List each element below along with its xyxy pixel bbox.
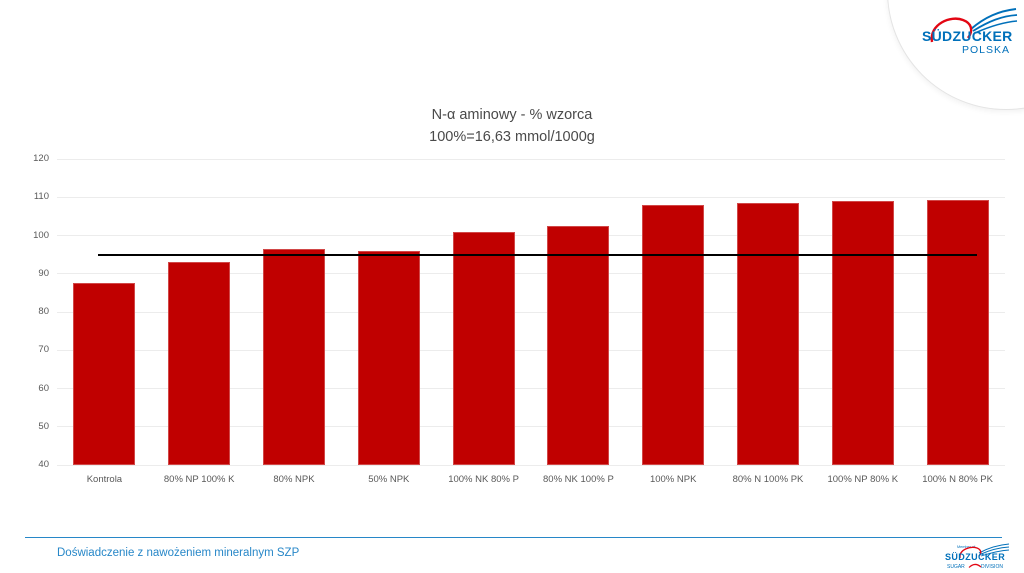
sudzucker-sugar-division-logo: Member of SÜDZUCKER SUGAR DIVISION — [945, 543, 1010, 570]
chart-subtitle: 100%=16,63 mmol/1000g — [429, 129, 595, 145]
chart-title-block: N-α aminowy - % wzorca 100%=16,63 mmol/1… — [0, 104, 1024, 148]
y-tick-label: 70 — [38, 344, 49, 356]
x-category-label: 100% NPK — [649, 474, 697, 485]
y-tick-label: 120 — [33, 153, 49, 164]
swoosh-icon — [970, 8, 1018, 34]
bar — [263, 248, 325, 465]
bar — [547, 225, 610, 465]
bar — [831, 201, 894, 465]
y-tick-label: 50 — [38, 420, 49, 432]
logo-member-text: Member of — [957, 545, 976, 549]
red-arc-icon — [959, 546, 982, 559]
y-tick-label: 40 — [38, 459, 49, 470]
bar — [737, 202, 799, 465]
logo-brand-text: SÜDZUCKER — [922, 28, 1013, 44]
chart-title: N-α aminowy - % wzorca — [431, 107, 593, 123]
gridline — [57, 158, 1005, 160]
gridline — [57, 196, 1005, 198]
logo-division-right-text: DIVISION — [981, 564, 1003, 570]
x-category-label: 100% NK 80% P — [448, 474, 519, 485]
y-tick-label: 60 — [38, 382, 49, 394]
logo-division-left-text: SUGAR — [947, 564, 965, 570]
gridline — [57, 349, 1005, 351]
footer-divider — [25, 537, 1002, 538]
footer-text: Doświadczenie z nawożeniem mineralnym SZ… — [57, 547, 300, 559]
x-category-label: 80% NP 100% K — [163, 474, 235, 485]
red-arc-icon — [930, 17, 973, 43]
y-tick-label: 80 — [38, 306, 49, 317]
bar — [452, 231, 515, 465]
x-category-label: 80% N 100% PK — [732, 474, 804, 485]
x-category-label: 50% NPK — [368, 474, 410, 485]
y-tick-label: 110 — [33, 191, 49, 203]
gridline — [57, 273, 1005, 275]
bar — [642, 204, 705, 465]
gridline — [57, 426, 1005, 428]
bar — [73, 283, 136, 465]
gridline — [57, 464, 1005, 466]
gridline — [57, 235, 1005, 236]
x-category-label: 80% NPK — [273, 474, 315, 485]
logo-brand-text: SÜDZUCKER — [945, 552, 1005, 562]
gridline — [57, 388, 1005, 389]
y-tick-label: 100 — [33, 229, 49, 241]
red-arc-bottom-icon — [968, 563, 982, 568]
plot-area: 40 50 60 70 80 90 100 110 120 Kontrola 80% NP 100%… — [33, 153, 1005, 485]
sudzucker-polska-logo: SÜDZUCKER POLSKA — [922, 8, 1018, 56]
reference-line — [98, 253, 977, 256]
x-category-label: Kontrola — [86, 474, 123, 485]
gridline — [57, 311, 1005, 313]
y-tick-label: 90 — [38, 267, 49, 279]
bar — [926, 200, 989, 465]
bar — [168, 262, 231, 465]
bar — [357, 250, 420, 465]
x-category-label: 100% N 80% PK — [922, 474, 993, 485]
x-category-label: 100% NP 80% K — [827, 474, 899, 485]
x-category-label: 80% NK 100% P — [543, 474, 614, 485]
logo-country-text: POLSKA — [962, 44, 1010, 56]
